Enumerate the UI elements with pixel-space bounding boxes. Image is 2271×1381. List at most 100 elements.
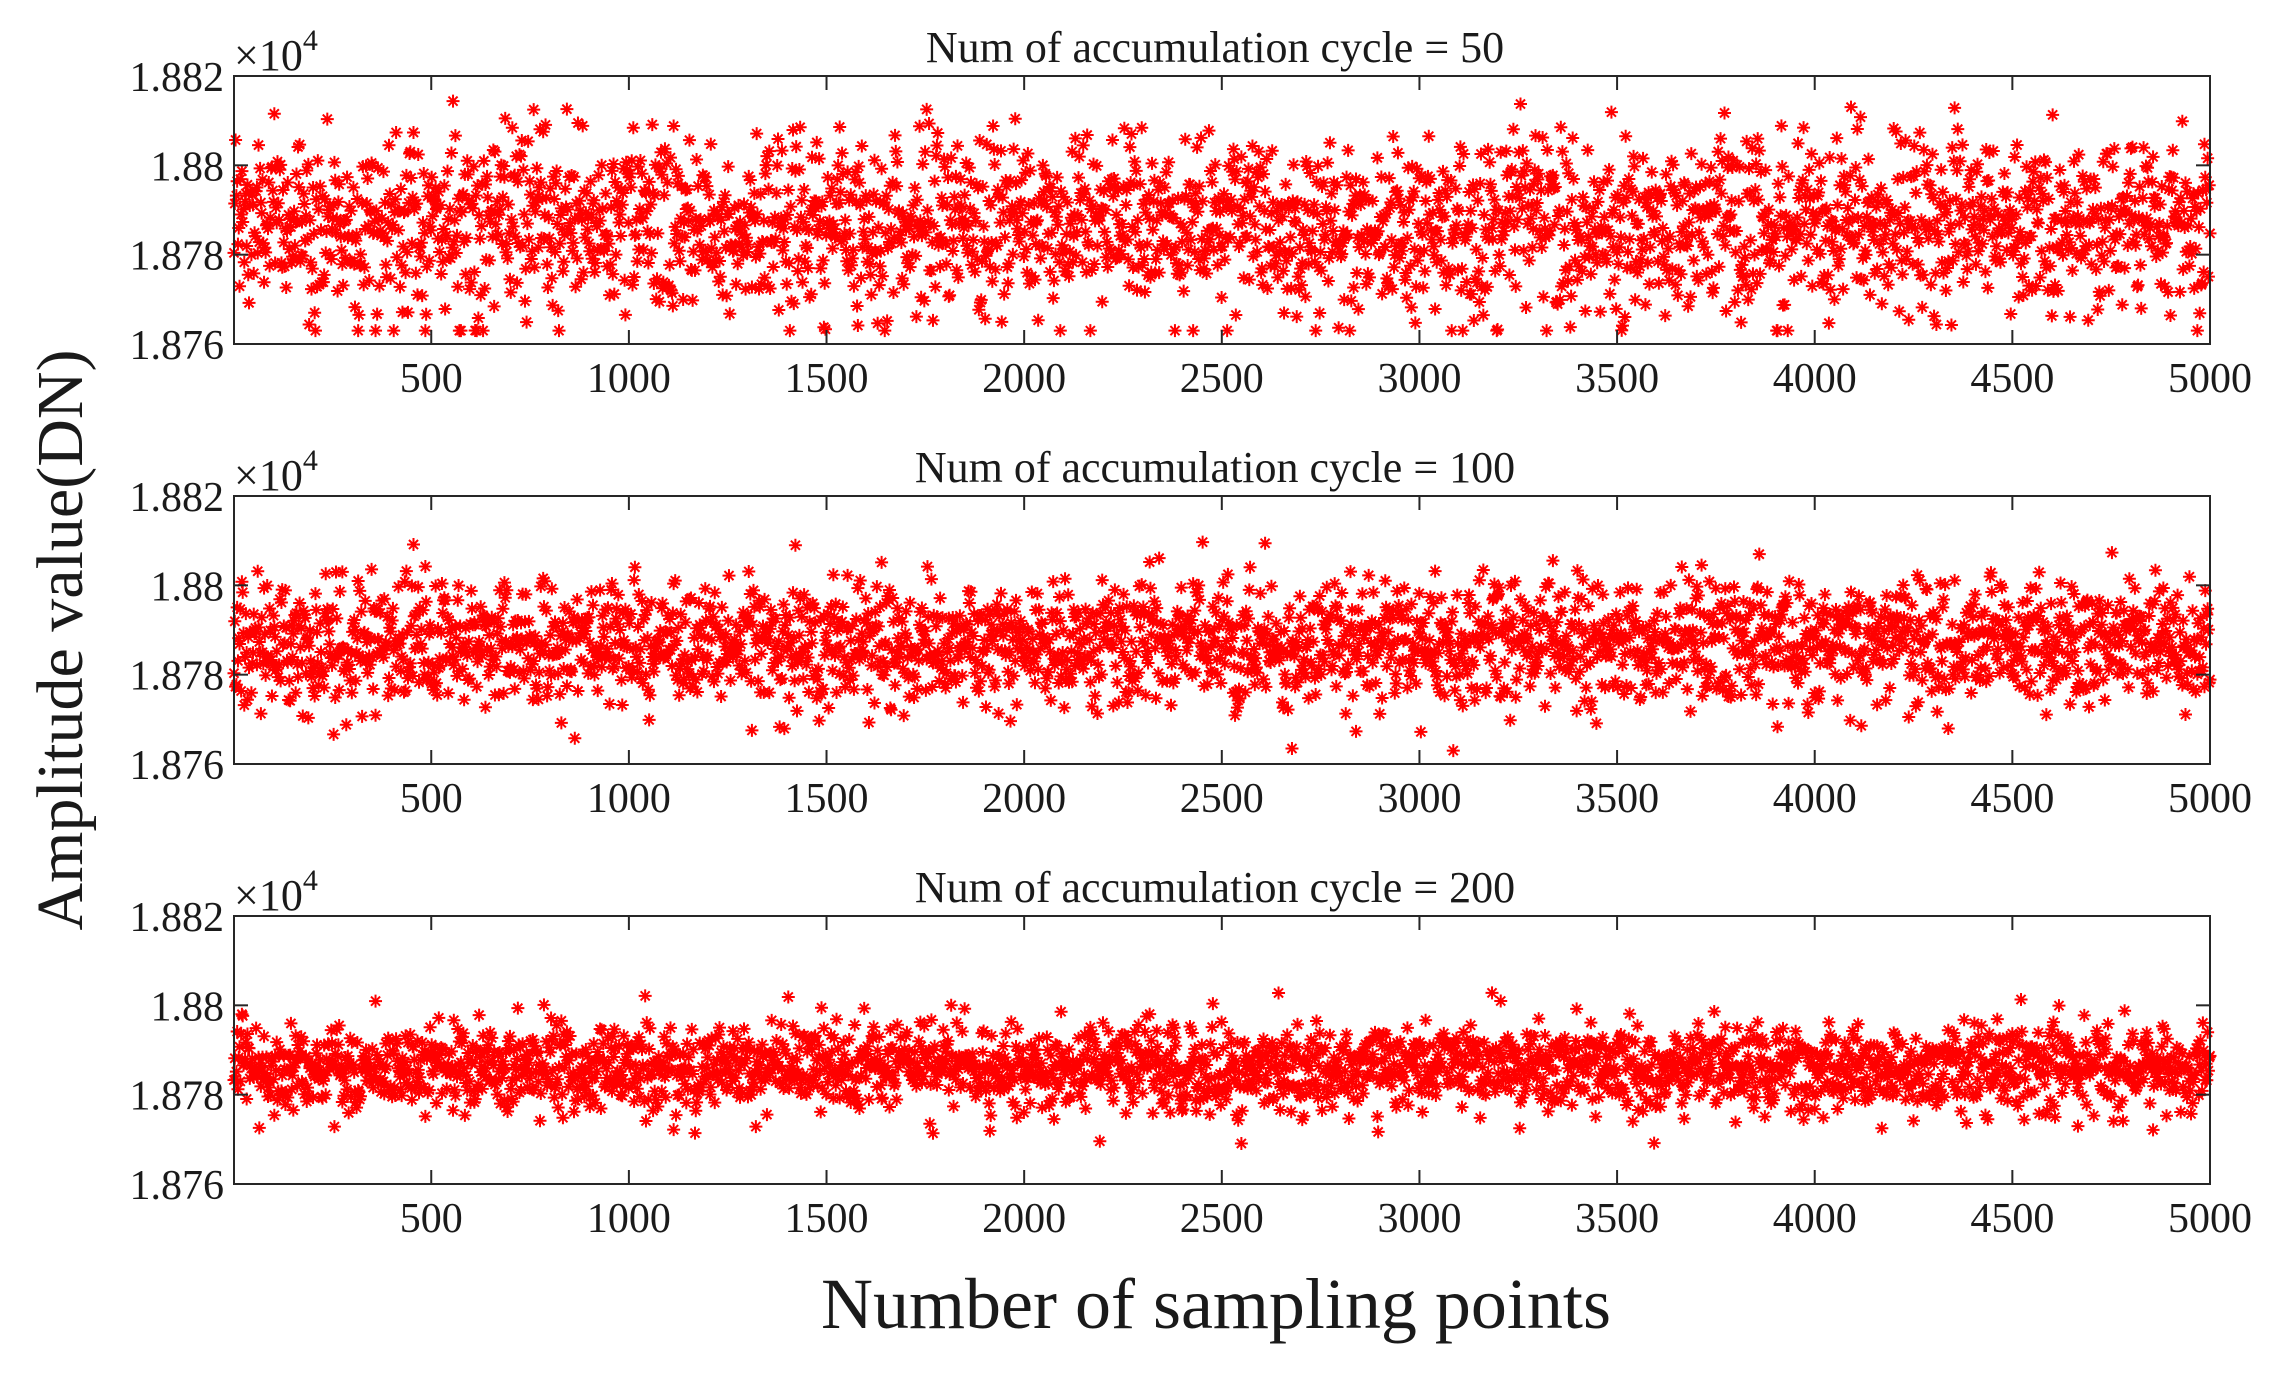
- data-point: [827, 222, 841, 236]
- data-point: [718, 188, 732, 202]
- data-point: [1570, 219, 1584, 233]
- data-point: [406, 125, 420, 139]
- data-point: [2093, 289, 2107, 303]
- data-point: [1607, 203, 1621, 217]
- data-point: [1336, 236, 1350, 250]
- data-point: [1925, 627, 1939, 641]
- data-point: [1684, 290, 1697, 304]
- data-point: [2181, 218, 2195, 232]
- data-point: [499, 245, 513, 259]
- data-point: [1065, 145, 1079, 159]
- data-point: [304, 654, 318, 668]
- data-point: [1878, 602, 1892, 616]
- data-point: [666, 606, 680, 620]
- data-point: [1495, 627, 1509, 641]
- data-point: [1191, 205, 1205, 219]
- data-point: [1854, 719, 1868, 733]
- data-point: [949, 169, 963, 183]
- data-point: [1952, 217, 1966, 231]
- data-point: [464, 584, 478, 598]
- data-point: [1631, 217, 1645, 231]
- data-point: [1606, 679, 1620, 693]
- data-point: [1913, 126, 1927, 140]
- data-point: [1112, 695, 1126, 709]
- data-point: [633, 642, 647, 656]
- data-point: [2124, 640, 2138, 654]
- data-point: [791, 264, 805, 278]
- data-point: [1834, 671, 1848, 685]
- x-tick-label: 2000: [982, 356, 1066, 402]
- data-point: [327, 727, 341, 741]
- data-point: [1543, 619, 1557, 633]
- data-point: [885, 236, 899, 250]
- data-point: [719, 627, 733, 641]
- data-point: [312, 678, 326, 692]
- data-point: [2082, 238, 2096, 252]
- data-point: [271, 670, 285, 684]
- data-point: [1924, 278, 1938, 292]
- data-point: [868, 605, 882, 619]
- data-point: [1905, 598, 1919, 612]
- data-point: [421, 670, 435, 684]
- data-point: [386, 218, 400, 232]
- data-point: [2160, 219, 2174, 233]
- data-point: [1462, 588, 1476, 602]
- data-point: [973, 674, 987, 688]
- data-point: [2140, 211, 2154, 225]
- data-point: [2039, 261, 2053, 275]
- data-point: [1567, 622, 1581, 636]
- data-point: [638, 608, 652, 622]
- data-point: [250, 180, 264, 194]
- data-point: [1322, 251, 1336, 265]
- data-point: [1056, 190, 1070, 204]
- data-point: [377, 592, 391, 606]
- data-point: [1316, 217, 1330, 231]
- data-point: [541, 281, 555, 295]
- data-point: [1915, 300, 1929, 314]
- data-point: [1997, 598, 2011, 612]
- data-point: [2054, 576, 2068, 590]
- data-point: [528, 205, 542, 219]
- data-point: [282, 242, 296, 256]
- data-point: [2123, 167, 2137, 181]
- data-point: [241, 630, 255, 644]
- data-point: [2028, 643, 2042, 657]
- data-point: [2197, 265, 2211, 279]
- data-point: [920, 203, 934, 217]
- data-point: [303, 623, 317, 637]
- data-point: [1923, 178, 1937, 192]
- data-point: [1910, 625, 1924, 639]
- data-point: [1044, 181, 1058, 195]
- x-tick-label: 4500: [1970, 356, 2054, 402]
- data-point: [958, 188, 972, 202]
- data-point: [1309, 324, 1323, 338]
- data-point: [630, 254, 644, 268]
- data-point: [1018, 659, 1032, 673]
- data-point: [845, 619, 859, 633]
- data-point: [631, 160, 645, 174]
- data-point: [1166, 618, 1180, 632]
- data-point: [1382, 171, 1396, 185]
- data-point: [1536, 131, 1550, 145]
- data-point: [1953, 154, 1967, 168]
- data-point: [1427, 248, 1441, 262]
- data-point: [1724, 207, 1738, 221]
- data-point: [1885, 203, 1899, 217]
- data-point: [1037, 630, 1051, 644]
- data-point: [1963, 599, 1977, 613]
- data-point: [1472, 264, 1486, 278]
- data-point: [845, 258, 859, 272]
- data-point: [709, 618, 723, 632]
- data-point: [1967, 597, 1981, 611]
- data-point: [1773, 190, 1787, 204]
- data-point: [2175, 216, 2189, 230]
- data-point: [1914, 645, 1928, 659]
- data-point: [1965, 653, 1979, 667]
- data-point: [293, 596, 307, 610]
- data-point: [460, 649, 474, 663]
- data-point: [1170, 650, 1184, 664]
- data-point: [1739, 613, 1753, 627]
- data-point: [2041, 620, 2055, 634]
- data-point: [652, 635, 666, 649]
- data-point: [1290, 310, 1304, 324]
